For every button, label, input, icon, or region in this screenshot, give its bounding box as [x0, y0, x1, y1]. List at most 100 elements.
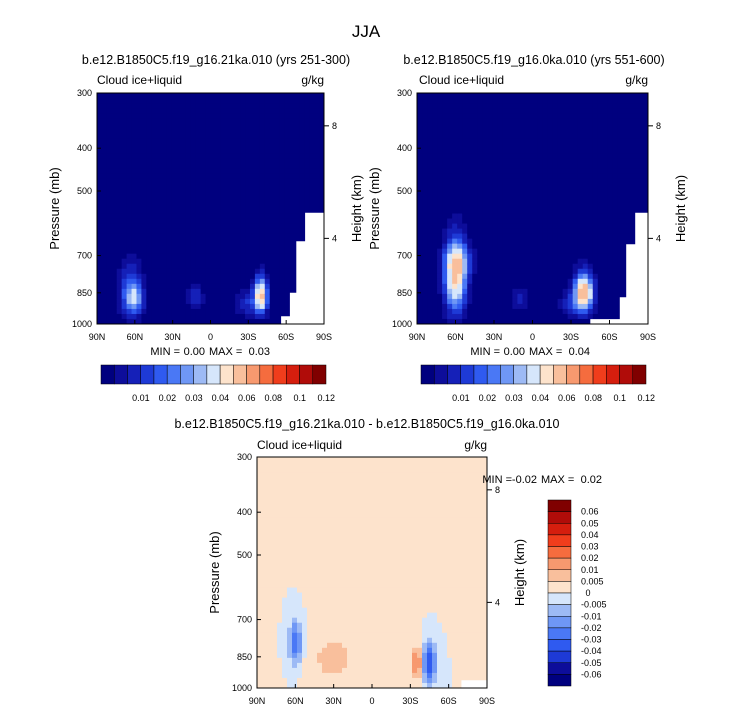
field-cell — [200, 93, 207, 99]
field-cell — [457, 283, 463, 290]
field-cell — [101, 178, 108, 184]
field-cell — [264, 283, 271, 290]
field-cell — [552, 248, 559, 255]
field-cell — [272, 482, 278, 488]
field-cell — [277, 487, 283, 493]
field-cell — [482, 248, 488, 255]
field-cell — [269, 133, 276, 139]
field-cell — [602, 238, 609, 245]
field-cell — [462, 178, 468, 184]
field-cell — [175, 288, 182, 295]
field-cell — [497, 223, 503, 230]
field-cell — [627, 193, 634, 199]
field-cell — [136, 273, 142, 280]
field-cell — [312, 572, 318, 579]
field-cell — [607, 248, 614, 255]
field-cell — [587, 223, 594, 230]
field-cell — [482, 273, 488, 280]
field-cell — [522, 98, 528, 104]
field-cell — [427, 238, 433, 245]
field-cell — [432, 93, 438, 99]
field-cell — [582, 153, 589, 159]
field-cell — [422, 188, 428, 194]
field-cell — [607, 278, 614, 285]
field-cell — [597, 178, 604, 184]
field-cell — [327, 472, 333, 478]
field-cell — [259, 298, 266, 305]
field-cell — [317, 467, 323, 473]
field-cell — [289, 93, 295, 99]
field-cell — [552, 298, 559, 305]
field-cell — [287, 502, 293, 508]
field-cell — [131, 93, 137, 99]
field-cell — [220, 273, 226, 280]
field-cell — [195, 233, 202, 240]
field-cell — [582, 313, 589, 320]
field-cell — [312, 577, 318, 584]
field-cell — [279, 93, 286, 99]
field-cell — [269, 113, 276, 119]
field-cell — [269, 98, 276, 104]
field-cell — [297, 462, 303, 468]
field-cell — [617, 238, 624, 245]
field-cell — [302, 462, 308, 468]
field-cell — [264, 103, 271, 109]
field-cell — [294, 133, 300, 139]
field-cell — [146, 268, 152, 275]
field-cell — [532, 218, 539, 225]
field-cell — [106, 103, 113, 109]
field-cell — [136, 268, 142, 275]
field-cell — [195, 283, 202, 290]
field-cell — [452, 158, 458, 164]
field-cell — [97, 173, 103, 179]
field-cell — [156, 183, 162, 189]
field-cell — [547, 248, 554, 255]
field-cell — [245, 163, 251, 169]
field-cell — [452, 288, 458, 295]
field-cell — [477, 223, 483, 230]
field-cell — [131, 223, 137, 230]
field-cell — [557, 98, 564, 104]
field-cell — [537, 238, 544, 245]
field-cell — [274, 298, 281, 305]
field-cell — [312, 657, 318, 664]
field-cell — [472, 223, 478, 230]
field-cell — [121, 158, 128, 164]
field-cell — [427, 263, 433, 270]
field-cell — [522, 178, 528, 184]
field-cell — [289, 133, 295, 139]
field-cell — [622, 213, 629, 220]
field-cell — [462, 143, 468, 149]
field-cell — [200, 183, 207, 189]
field-cell — [294, 103, 300, 109]
y-tick-label: 700 — [77, 251, 92, 261]
field-cell — [477, 113, 483, 119]
field-cell — [457, 98, 463, 104]
field-cell — [240, 283, 246, 290]
field-cell — [597, 283, 604, 290]
field-cell — [200, 123, 207, 129]
field-cell — [297, 537, 303, 543]
field-cell — [292, 662, 298, 669]
field-cell — [215, 303, 221, 310]
field-cell — [257, 482, 263, 488]
field-cell — [557, 138, 564, 144]
field-cell — [452, 253, 458, 260]
field-cell — [200, 288, 207, 295]
field-cell — [462, 103, 468, 109]
field-cell — [175, 228, 182, 235]
field-cell — [171, 173, 177, 179]
field-cell — [180, 258, 187, 265]
field-cell — [447, 103, 453, 109]
field-cell — [279, 263, 286, 270]
field-cell — [282, 577, 288, 584]
field-cell — [622, 168, 629, 174]
field-cell — [557, 113, 564, 119]
field-cell — [269, 308, 276, 315]
field-cell — [322, 467, 328, 473]
field-cell — [537, 183, 544, 189]
field-cell — [245, 188, 251, 194]
field-cell — [547, 163, 554, 169]
field-cell — [327, 552, 333, 558]
field-cell — [210, 318, 216, 325]
